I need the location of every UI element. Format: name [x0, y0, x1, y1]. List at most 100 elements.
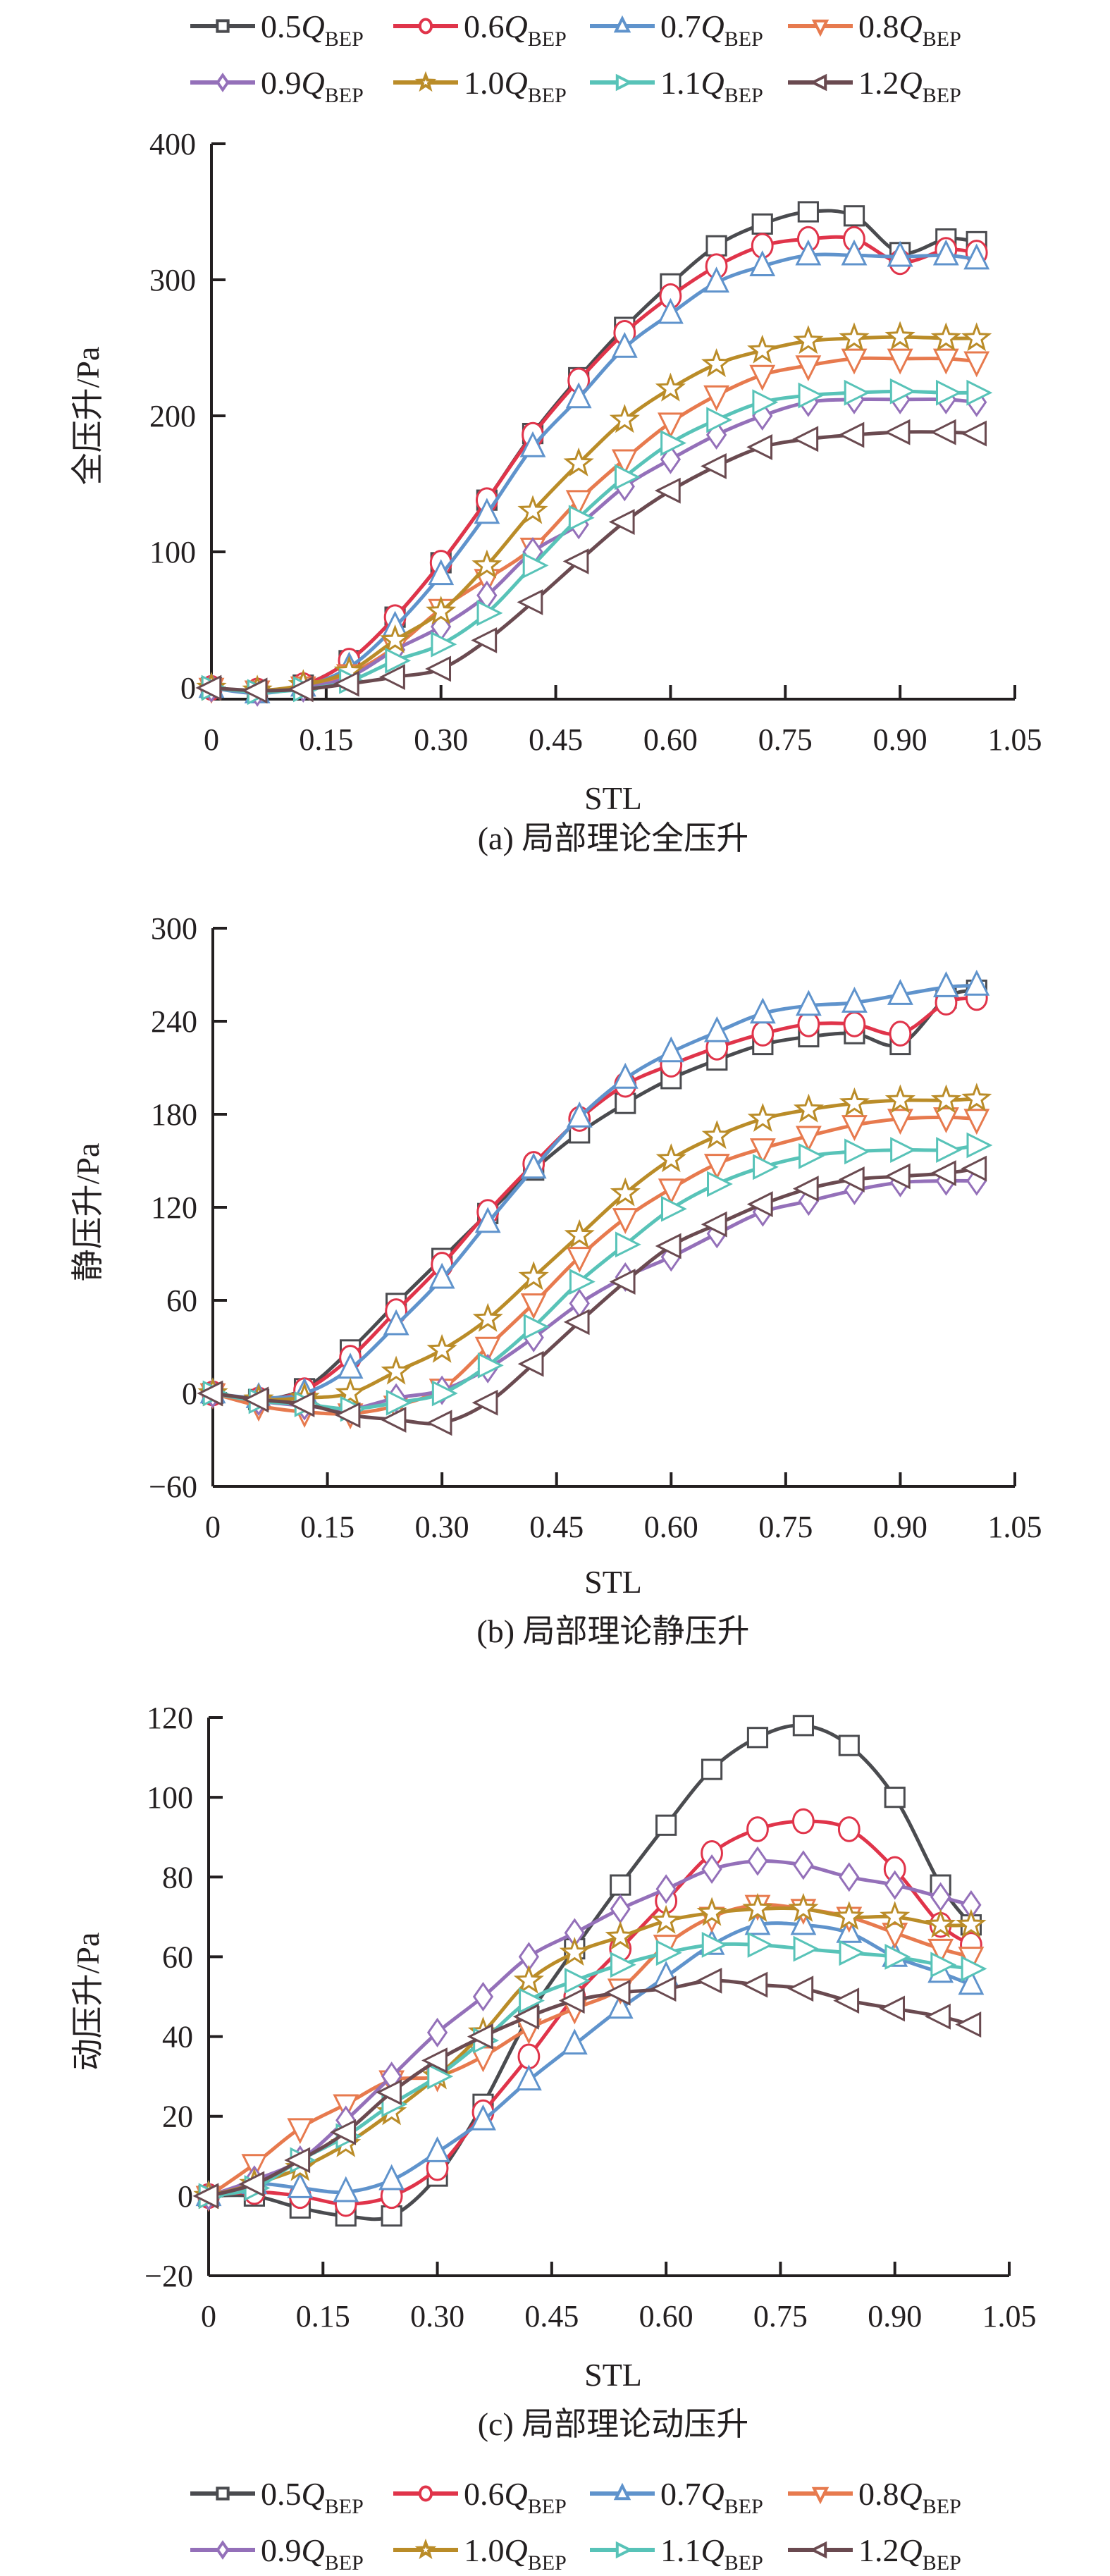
y-tick-label: 200 [149, 399, 196, 433]
data-point [614, 464, 641, 491]
data-point [428, 1262, 455, 1289]
data-point [705, 235, 727, 257]
data-point [379, 624, 411, 653]
data-point [747, 334, 778, 364]
data-point [751, 213, 773, 235]
triangle-right-icon [615, 73, 634, 92]
data-point [843, 1011, 866, 1037]
x-tick-label: 1.05 [988, 722, 1042, 757]
data-point [889, 378, 916, 405]
data-point [703, 1016, 730, 1042]
y-tick-label: 40 [162, 2020, 193, 2054]
data-point [961, 322, 992, 352]
data-point [933, 1107, 959, 1133]
data-point [696, 1897, 727, 1926]
data-point [287, 2118, 314, 2145]
data-point [838, 421, 865, 448]
data-point [752, 389, 779, 416]
legend-label: 0.7QBEP [660, 8, 763, 51]
data-point [833, 1988, 860, 2014]
y-axis-label: 全压升/Pa [70, 347, 106, 486]
x-tick-label: 0.30 [410, 2299, 464, 2334]
data-point [192, 2183, 219, 2210]
x-tick-label: 0.45 [524, 2299, 579, 2334]
data-point [660, 430, 686, 457]
data-point [523, 1313, 550, 1340]
star-icon [414, 2538, 437, 2560]
y-tick-label: 100 [149, 535, 196, 569]
y-tick-label: 120 [147, 1701, 193, 1735]
chart-caption: (c) 局部理论动压升 [478, 2406, 749, 2442]
data-point [470, 2104, 496, 2131]
data-point [887, 1109, 913, 1135]
triangle-up-icon [613, 15, 631, 33]
y-tick-label: 400 [149, 127, 196, 161]
data-point [654, 477, 681, 504]
data-point [564, 1219, 595, 1248]
data-point [882, 1923, 908, 1949]
triangle-down-icon [811, 2486, 830, 2505]
data-point [887, 979, 913, 1005]
legend-label: 1.1QBEP [660, 2532, 763, 2575]
data-point [742, 1892, 773, 1922]
data-point [925, 1909, 956, 1938]
legend-bottom: 0.5QBEP 0.6QBEP 0.7QBEP 0.8QBEP 0.9QBEP 1.0QB… [190, 2476, 961, 2575]
data-point [658, 1178, 684, 1205]
series-line [209, 209, 979, 694]
data-point [837, 1816, 861, 1842]
data-point [961, 1083, 992, 1112]
data-point [935, 379, 962, 406]
data-point [747, 1102, 778, 1132]
data-point [284, 2147, 311, 2174]
data-point [927, 1938, 954, 1965]
data-point [612, 1062, 639, 1089]
data-point [569, 1269, 596, 1295]
series-1.1Q-BEP [201, 378, 993, 705]
data-point [287, 676, 314, 703]
legend-item: 1.1QBEP [590, 2532, 763, 2575]
chart-caption: (b) 局部理论静压升 [476, 1613, 749, 1649]
y-tick-label: −20 [144, 2259, 193, 2293]
star-icon [414, 70, 437, 92]
data-point [610, 1894, 631, 1924]
data-point [749, 997, 776, 1024]
data-point [330, 2119, 357, 2145]
series-0.5Q-BEP [200, 201, 987, 703]
x-tick-label: 0.90 [873, 1510, 927, 1544]
y-tick-label: 300 [149, 263, 196, 297]
legend-label: 0.7QBEP [660, 2476, 763, 2518]
diamond-icon [216, 2540, 230, 2560]
legend-item: 0.5QBEP [190, 2476, 364, 2518]
data-point [608, 509, 635, 535]
legend-item: 0.7QBEP [590, 2476, 763, 2518]
legend-item: 1.2QBEP [788, 65, 961, 107]
legend-label: 0.9QBEP [261, 2532, 364, 2575]
data-point [522, 552, 549, 579]
data-point [565, 1967, 591, 1994]
x-tick-label: 0 [204, 722, 219, 757]
series-line [209, 430, 979, 693]
data-point [605, 1921, 636, 1950]
data-point [746, 433, 773, 460]
series-0.6Q-BEP [202, 985, 988, 1413]
legend-label: 1.0QBEP [464, 2532, 567, 2575]
axes: 0 100 200 300 400 0 0.15 0.30 0.45 0.60 0.75 0.90 1.… [149, 127, 1042, 757]
data-point [471, 549, 502, 579]
legend-item: 1.1QBEP [590, 65, 763, 107]
data-point [703, 1154, 730, 1180]
data-point [879, 1995, 906, 2022]
data-point [558, 1988, 585, 2014]
data-point [515, 2064, 542, 2091]
data-point [427, 2063, 454, 2090]
data-point [744, 1909, 771, 1935]
series-group [197, 969, 993, 1436]
data-point [701, 1854, 722, 1884]
data-point [609, 404, 640, 433]
data-point [604, 1979, 631, 2006]
x-tick-label: 0 [201, 2299, 216, 2334]
data-point [520, 1152, 547, 1179]
data-point [696, 1967, 722, 1994]
data-point [841, 987, 868, 1013]
data-point [884, 419, 911, 445]
